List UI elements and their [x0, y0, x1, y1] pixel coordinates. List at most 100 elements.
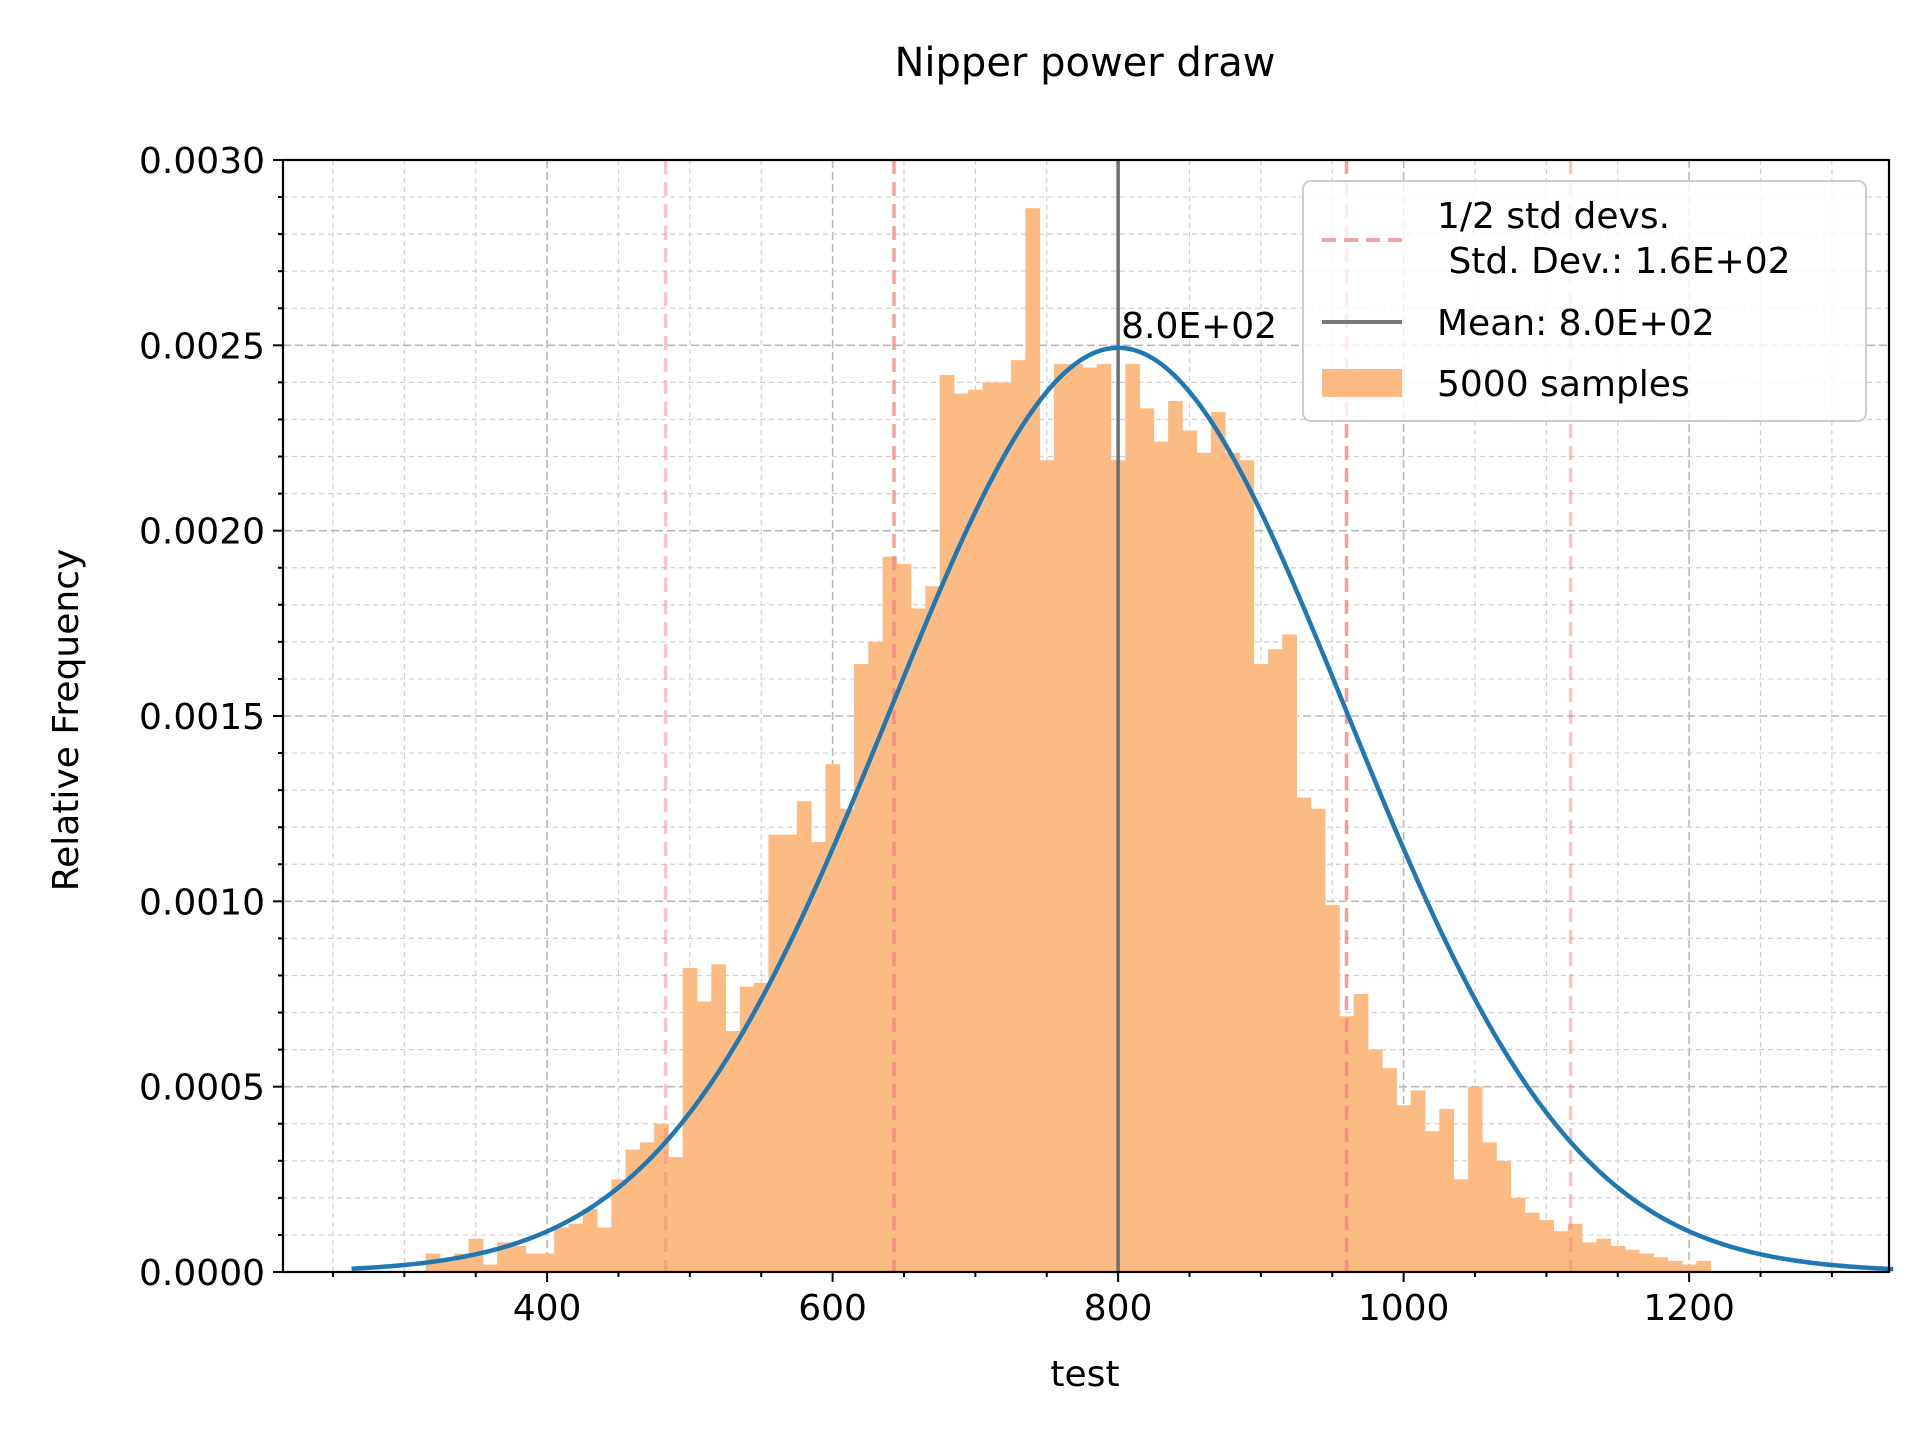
- histogram-bar: [1696, 1260, 1711, 1272]
- y-tick-label: 0.0020: [139, 512, 265, 553]
- histogram-bar: [1282, 634, 1297, 1272]
- legend-std-label-line2: Std. Dev.: 1.6E+02: [1437, 241, 1791, 282]
- histogram-bar: [554, 1227, 569, 1272]
- tick-labels: 400 600 800 1000 1200 0.0000 0.0005 0.0010 0.001…: [139, 141, 1735, 1329]
- histogram-bar: [1253, 664, 1269, 1272]
- y-tick-label: 0.0025: [139, 326, 265, 367]
- legend-std-label-line1: 1/2 std devs.: [1437, 196, 1670, 237]
- histogram-bar: [1210, 412, 1226, 1272]
- histogram-bar: [1453, 1179, 1469, 1272]
- y-tick-label: 0.0030: [139, 141, 265, 182]
- x-tick-label: 400: [513, 1288, 582, 1329]
- histogram-bar: [1125, 363, 1140, 1272]
- histogram-bar: [996, 382, 1012, 1272]
- histogram-bar: [1268, 649, 1283, 1272]
- histogram-bar: [482, 1264, 498, 1272]
- histogram-bar: [1225, 452, 1240, 1272]
- x-tick-label: 600: [798, 1288, 867, 1329]
- histogram-bar: [1068, 363, 1083, 1272]
- histogram-bar: [597, 1227, 612, 1272]
- fit-curve-layer: [351, 345, 1894, 1272]
- histogram-bar: [582, 1208, 598, 1272]
- histogram-bar: [1096, 363, 1112, 1272]
- histogram-bar: [953, 393, 969, 1272]
- histogram-bar: [1039, 460, 1055, 1272]
- histogram-bar: [768, 834, 784, 1272]
- histogram-bar: [1553, 1231, 1569, 1272]
- histogram-bar: [1168, 400, 1183, 1272]
- histogram-bar: [868, 641, 883, 1272]
- histogram-bar: [839, 808, 855, 1272]
- y-tick-label: 0.0015: [139, 697, 265, 738]
- histogram-bar: [782, 834, 798, 1272]
- x-tick-label: 1200: [1643, 1288, 1735, 1329]
- histogram-bar: [1596, 1238, 1612, 1272]
- axis-ticks: [273, 159, 1833, 1282]
- histogram-bar: [1524, 1212, 1540, 1272]
- fit-curve: [351, 345, 1894, 1272]
- mean-annotation: 8.0E+02: [1121, 306, 1277, 347]
- histogram-bar: [854, 664, 869, 1272]
- histogram-bar: [1196, 452, 1212, 1272]
- y-tick-label: 0.0000: [139, 1253, 265, 1294]
- histogram-bar: [1667, 1260, 1683, 1272]
- histogram-bar: [1482, 1142, 1497, 1272]
- histogram-bar: [1053, 363, 1069, 1272]
- histogram-bar: [1396, 1105, 1412, 1272]
- histogram-bar: [1310, 808, 1326, 1272]
- x-tick-label: 1000: [1358, 1288, 1450, 1329]
- histogram-bar: [1239, 460, 1255, 1272]
- histogram-bar: [682, 968, 698, 1272]
- chart-title: Nipper power draw: [895, 40, 1276, 86]
- legend-box: [1302, 180, 1867, 422]
- histogram-bar: [1610, 1246, 1626, 1272]
- legend-samples-swatch: [1322, 369, 1402, 397]
- histogram-bar: [911, 608, 926, 1272]
- histogram-bar: [1582, 1242, 1597, 1272]
- x-tick-label: 800: [1084, 1288, 1153, 1329]
- histogram-bar: [968, 389, 983, 1272]
- histogram-bar: [811, 842, 826, 1272]
- x-axis-label: test: [1050, 1354, 1119, 1395]
- histogram-bar: [525, 1253, 541, 1272]
- histogram-bar: [896, 564, 912, 1272]
- histogram-bar: [796, 801, 812, 1272]
- y-tick-label: 0.0010: [139, 882, 265, 923]
- histogram-bar: [1439, 1108, 1454, 1272]
- histogram-bar: [1639, 1253, 1654, 1272]
- histogram-bar: [654, 1123, 669, 1272]
- histogram-bar: [725, 1031, 741, 1272]
- legend-samples-label: 5000 samples: [1437, 364, 1690, 405]
- histogram-bar: [739, 986, 755, 1272]
- histogram-bar: [1567, 1223, 1583, 1272]
- histogram-bar: [1653, 1257, 1669, 1272]
- histogram-bar: [1682, 1264, 1697, 1272]
- histogram-bar: [1082, 367, 1098, 1272]
- histogram-bar: [668, 1157, 684, 1272]
- histogram-bar: [1624, 1249, 1640, 1272]
- histogram-bar: [939, 374, 955, 1272]
- histogram-bar: [1410, 1090, 1426, 1272]
- histogram-bar: [1367, 1049, 1383, 1272]
- histogram-bar: [440, 1260, 455, 1272]
- histogram-bar: [925, 586, 941, 1272]
- histogram-bar: [1011, 360, 1026, 1272]
- histogram-bar: [1382, 1068, 1397, 1272]
- legend-mean-label: Mean: 8.0E+02: [1437, 303, 1715, 344]
- histogram-bar: [1339, 1016, 1355, 1272]
- histogram-bar: [696, 1001, 712, 1272]
- y-axis-label: Relative Frequency: [46, 549, 87, 892]
- histogram-bar: [754, 982, 769, 1272]
- histogram-bar: [982, 382, 998, 1272]
- histogram-bar: [1139, 408, 1155, 1272]
- histogram-bar: [1539, 1220, 1554, 1272]
- histogram-bar: [1182, 430, 1198, 1272]
- reference-lines: [663, 160, 1573, 1272]
- legend: 1/2 std devs. Std. Dev.: 1.6E+02 Mean: 8…: [1302, 180, 1867, 422]
- histogram-bar: [1025, 208, 1041, 1273]
- histogram-bar: [825, 764, 841, 1272]
- histogram-bar: [1496, 1160, 1512, 1272]
- histogram-bar: [611, 1179, 627, 1272]
- histogram-bar: [1325, 905, 1340, 1272]
